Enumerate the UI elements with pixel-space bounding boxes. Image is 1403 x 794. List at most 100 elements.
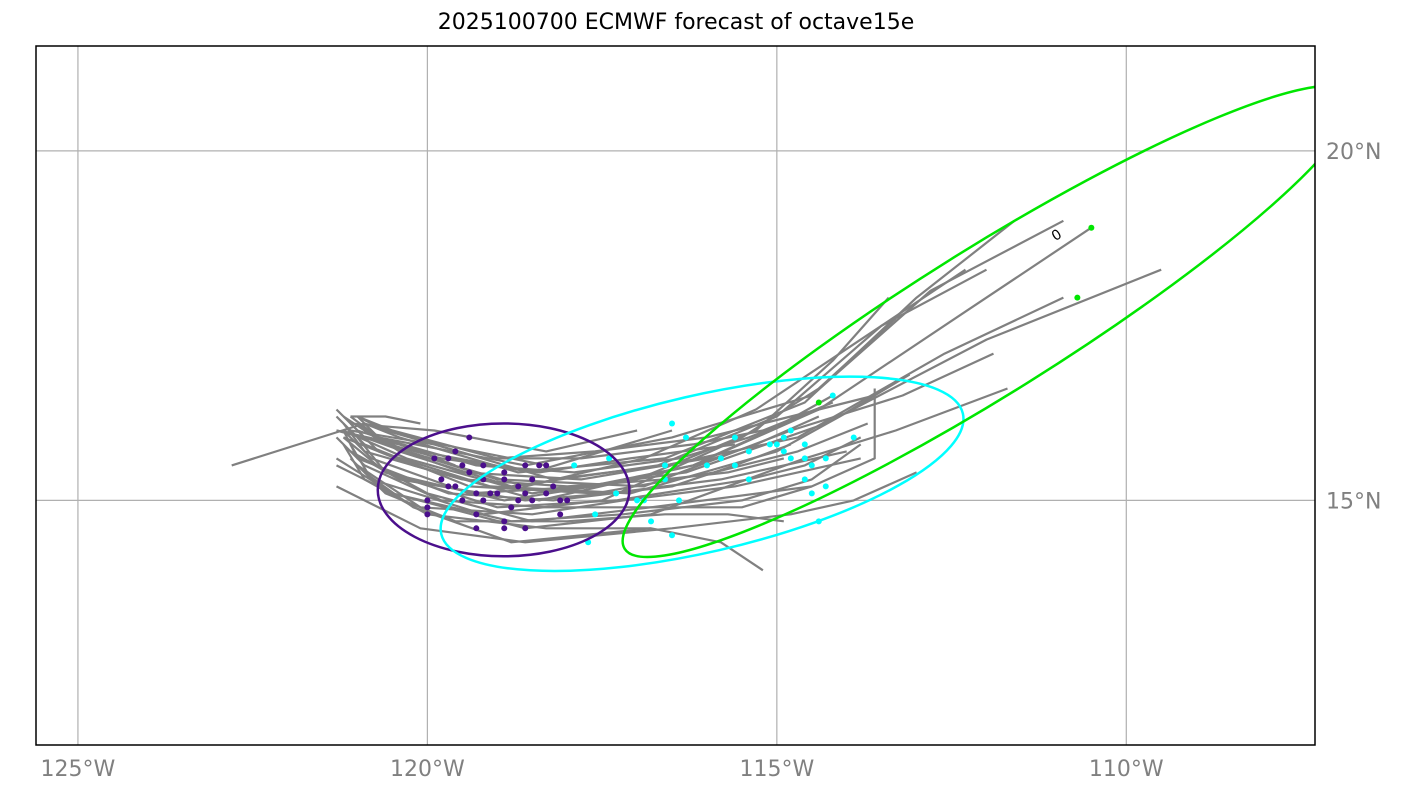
day2-position-point bbox=[808, 462, 815, 469]
day2-position-point bbox=[801, 476, 808, 483]
day1-position-point bbox=[452, 448, 459, 455]
day1-position-point bbox=[473, 525, 480, 532]
ensemble-track-line bbox=[343, 268, 1162, 495]
day2-position-point bbox=[606, 455, 613, 462]
day1-position-point bbox=[466, 469, 473, 476]
day2-position-point bbox=[780, 448, 787, 455]
day1-position-point bbox=[522, 525, 529, 532]
day1-position-point bbox=[501, 518, 508, 525]
probability-ellipses bbox=[376, 84, 1315, 573]
day1-position-point bbox=[522, 462, 529, 469]
position-points bbox=[424, 224, 1095, 546]
day1-position-point bbox=[501, 476, 508, 483]
initial-position-label: 0 bbox=[1049, 226, 1065, 244]
day2-position-point bbox=[634, 497, 641, 504]
day2-position-point bbox=[675, 497, 682, 504]
day1-position-point bbox=[452, 483, 459, 490]
day1-position-point bbox=[543, 462, 550, 469]
day3-probability-ellipse bbox=[621, 84, 1315, 559]
ensemble-track-line bbox=[364, 219, 1016, 474]
day2-position-point bbox=[745, 476, 752, 483]
day1-position-point bbox=[459, 462, 466, 469]
latitude-tick-label: 20°N bbox=[1326, 140, 1381, 165]
ensemble-track-line bbox=[363, 471, 652, 544]
day2-position-point bbox=[808, 490, 815, 497]
ensemble-track-line bbox=[342, 422, 785, 488]
longitude-tick-label: 120°W bbox=[390, 757, 465, 782]
day1-position-point bbox=[543, 490, 550, 497]
longitude-tick-label: 115°W bbox=[739, 757, 814, 782]
day3-position-point bbox=[815, 399, 822, 406]
day1-position-point bbox=[557, 497, 564, 504]
day2-position-point bbox=[613, 490, 620, 497]
day2-position-point bbox=[731, 434, 738, 441]
day1-position-point bbox=[473, 490, 480, 497]
longitude-tick-label: 125°W bbox=[41, 757, 116, 782]
day1-position-point bbox=[550, 483, 557, 490]
day1-position-point bbox=[529, 476, 536, 483]
day2-position-point bbox=[571, 462, 578, 469]
ensemble-track-line bbox=[231, 422, 547, 467]
day2-position-point bbox=[850, 434, 857, 441]
day2-position-point bbox=[801, 441, 808, 448]
day2-position-point bbox=[766, 441, 773, 448]
day2-position-point bbox=[829, 392, 836, 399]
day3-position-point bbox=[1088, 224, 1095, 231]
axis-tick-labels: 125°W 120°W 115°W 110°W 15°N 20°N bbox=[41, 140, 1382, 782]
day2-position-point bbox=[669, 420, 676, 427]
grid-lines bbox=[36, 46, 1315, 745]
day2-position-point bbox=[592, 511, 599, 518]
day1-position-point bbox=[536, 462, 543, 469]
day2-position-point bbox=[822, 483, 829, 490]
ensemble-track-line bbox=[342, 443, 764, 572]
ensemble-track-line bbox=[350, 415, 421, 425]
day1-position-point bbox=[459, 497, 466, 504]
day1-position-point bbox=[515, 483, 522, 490]
day1-position-point bbox=[508, 504, 515, 511]
plot-title: 2025100700 ECMWF forecast of octave15e bbox=[437, 10, 915, 35]
longitude-tick-label: 110°W bbox=[1089, 757, 1164, 782]
ensemble-track-line bbox=[349, 450, 847, 502]
day1-position-point bbox=[515, 497, 522, 504]
day2-position-point bbox=[703, 462, 710, 469]
ensemble-track-line bbox=[335, 436, 813, 509]
ensemble-track-line bbox=[336, 471, 918, 544]
day1-position-point bbox=[501, 469, 508, 476]
day1-position-point bbox=[424, 511, 431, 518]
day1-position-point bbox=[487, 490, 494, 497]
ensemble-track-line bbox=[335, 415, 869, 495]
ensemble-track-line bbox=[349, 457, 784, 523]
day1-probability-ellipse bbox=[376, 422, 631, 558]
day2-position-point bbox=[822, 455, 829, 462]
day2-position-point bbox=[773, 441, 780, 448]
day2-position-point bbox=[731, 462, 738, 469]
day1-position-point bbox=[431, 455, 438, 462]
day1-position-point bbox=[424, 497, 431, 504]
day2-position-point bbox=[745, 448, 752, 455]
day1-position-point bbox=[557, 511, 564, 518]
ensemble-track-line bbox=[357, 429, 673, 474]
map-frame bbox=[35, 45, 1316, 746]
day1-position-point bbox=[445, 483, 452, 490]
day1-position-point bbox=[529, 497, 536, 504]
day2-position-point bbox=[780, 434, 787, 441]
day2-position-point bbox=[787, 427, 794, 434]
day1-position-point bbox=[564, 497, 571, 504]
day2-position-point bbox=[801, 455, 808, 462]
day1-position-point bbox=[494, 490, 501, 497]
day1-position-point bbox=[501, 525, 508, 532]
latitude-tick-label: 15°N bbox=[1326, 489, 1381, 514]
ensemble-track-line bbox=[349, 388, 876, 523]
day2-position-point bbox=[662, 462, 669, 469]
day2-probability-ellipse bbox=[439, 375, 965, 573]
day1-position-point bbox=[466, 434, 473, 441]
day2-position-point bbox=[669, 532, 676, 539]
ensemble-track-line bbox=[350, 422, 638, 453]
day2-position-point bbox=[717, 455, 724, 462]
day2-position-point bbox=[648, 518, 655, 525]
day1-position-point bbox=[424, 504, 431, 511]
day2-position-point bbox=[787, 455, 794, 462]
ensemble-track-line bbox=[342, 415, 820, 495]
day1-position-point bbox=[480, 497, 487, 504]
